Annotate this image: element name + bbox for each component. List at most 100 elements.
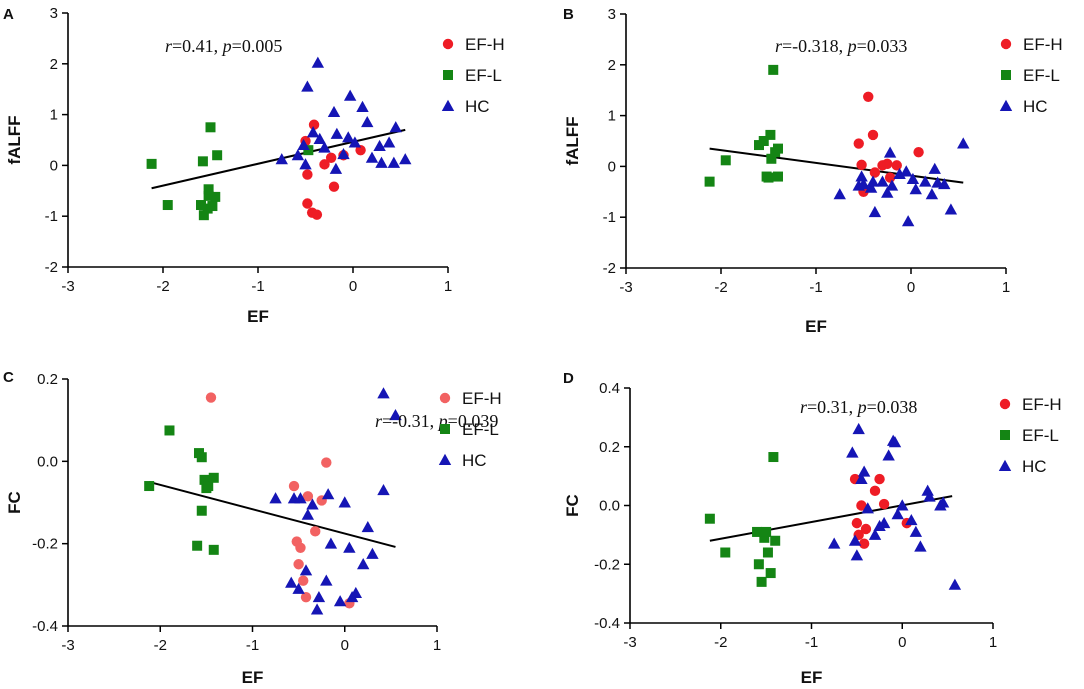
data-point-hc	[318, 141, 331, 153]
data-point-hc	[399, 153, 412, 165]
data-point-hc	[850, 549, 864, 561]
data-point-ef-l	[303, 145, 314, 156]
legend-marker-hc	[438, 453, 452, 465]
data-point-hc	[343, 89, 357, 101]
x-tick-label: -2	[714, 634, 727, 651]
legend: EF-H EF-L HC	[441, 35, 505, 116]
data-point-hc	[373, 139, 386, 152]
data-point-hc	[957, 137, 970, 149]
data-point-hc	[891, 508, 904, 520]
data-point-hc	[888, 436, 902, 448]
data-point-hc	[861, 502, 874, 514]
legend-label: HC	[1023, 97, 1048, 116]
data-point-ef-l	[205, 122, 216, 133]
legend-marker-ef-l	[443, 70, 453, 80]
stat-label: r	[775, 36, 783, 56]
data-point-ef-h	[302, 198, 313, 209]
data-point-ef-l	[203, 184, 214, 195]
data-point-ef-l	[753, 559, 764, 570]
data-point-hc	[944, 203, 958, 215]
stat-label: ,	[839, 36, 848, 56]
data-point-hc	[349, 586, 363, 599]
data-point-ef-h	[851, 517, 863, 529]
data-point-ef-h	[858, 538, 870, 549]
legend-marker-hc	[999, 99, 1013, 111]
stat-label: p	[437, 411, 448, 431]
data-point-hc	[877, 516, 891, 529]
data-point-hc	[868, 205, 882, 218]
data-point-hc	[389, 121, 402, 133]
data-point-hc	[901, 215, 915, 227]
data-point-hc	[294, 492, 307, 504]
data-point-hc	[881, 186, 894, 198]
y-tick-label: -0.4	[594, 615, 620, 632]
data-point-ef-h	[308, 119, 320, 130]
data-point-hc	[337, 148, 350, 160]
data-point-ef-h	[874, 473, 885, 485]
data-point-hc	[311, 56, 325, 68]
data-point-hc	[377, 483, 390, 496]
legend-marker-hc	[441, 99, 455, 111]
data-point-ef-l	[203, 481, 214, 492]
data-point-ef-l	[752, 526, 763, 537]
regression-line	[151, 128, 406, 190]
y-tick-label: -0.4	[32, 618, 58, 635]
data-point-ef-l	[720, 547, 731, 558]
stat-label: =	[172, 36, 182, 56]
stat-label: p	[856, 397, 867, 417]
y-tick-label: 0	[608, 158, 616, 175]
data-point-hc	[299, 158, 312, 170]
legend-label: EF-H	[465, 35, 505, 54]
data-point-ef-h	[869, 485, 881, 497]
data-point-ef-h	[300, 591, 312, 603]
data-point-ef-l	[197, 156, 208, 167]
stat-label: =	[867, 397, 877, 417]
data-point-hc	[876, 175, 889, 187]
x-tick-label: 1	[1002, 279, 1010, 296]
data-point-ef-l	[765, 568, 776, 579]
data-point-hc	[389, 409, 402, 421]
data-point-hc	[906, 172, 920, 185]
x-axis-title: EF	[801, 668, 823, 687]
data-point-hc	[857, 465, 871, 477]
x-tick-label: 0	[341, 637, 349, 654]
data-point-hc	[348, 136, 362, 148]
data-point-hc	[291, 149, 305, 161]
legend-marker-ef-h	[1000, 38, 1012, 50]
legend-marker-hc	[998, 459, 1012, 471]
stat-label: r	[375, 411, 383, 431]
data-point-ef-h	[295, 542, 306, 553]
y-tick-label: 0.0	[37, 453, 58, 470]
data-point-hc	[356, 100, 369, 112]
legend-label: EF-L	[462, 420, 499, 439]
data-point-ef-h	[913, 146, 924, 158]
stat-value: 0.31	[817, 397, 849, 417]
data-point-hc	[885, 179, 899, 191]
correlation-stat: r=-0.318, p=0.033	[775, 36, 907, 56]
data-point-hc	[883, 146, 897, 158]
data-point-ef-h	[302, 491, 314, 502]
data-point-ef-l	[765, 129, 776, 140]
data-point-hc	[909, 183, 922, 195]
data-point-hc	[857, 177, 870, 190]
data-point-hc	[882, 449, 895, 461]
legend-marker-ef-h	[999, 398, 1011, 410]
correlation-stat: r=0.31, p=0.038	[800, 397, 917, 417]
x-tick-label: -3	[623, 634, 636, 651]
legend-label: EF-H	[1023, 35, 1063, 54]
stat-label: ,	[849, 397, 858, 417]
x-tick-label: 0	[898, 634, 906, 651]
data-point-ef-l	[196, 452, 207, 463]
data-point-hc	[846, 446, 859, 458]
panel-letter: A	[3, 6, 14, 23]
data-point-ef-l	[773, 143, 783, 154]
data-point-ef-h	[205, 392, 217, 403]
y-tick-label: 0.4	[599, 380, 620, 397]
stat-label: =	[382, 411, 392, 431]
data-point-hc	[301, 508, 315, 520]
x-tick-label: 0	[907, 279, 915, 296]
data-point-hc	[827, 537, 841, 549]
data-point-hc	[866, 175, 880, 187]
